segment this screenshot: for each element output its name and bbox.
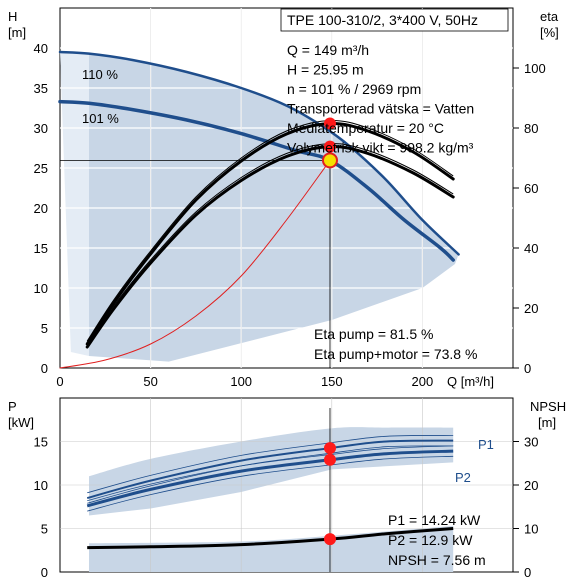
npsh-y-label-line2: [m]	[538, 415, 556, 430]
power-tick-label: 5	[41, 522, 48, 537]
chart-title: TPE 100-310/2, 3*400 V, 50Hz	[287, 12, 478, 28]
power-y-label-line2: [kW]	[8, 415, 34, 430]
x-tick-label: 150	[321, 374, 343, 389]
series-line-2	[85, 121, 455, 346]
x-tick-label: 200	[412, 374, 434, 389]
power-info-line: P1 = 14.24 kW	[388, 512, 481, 528]
power-tick-label: 15	[34, 435, 48, 450]
npsh-tick-label: 20	[524, 478, 538, 493]
power-tick-label: 0	[41, 565, 48, 580]
power-info-line: P2 = 12.9 kW	[388, 532, 473, 548]
head-tick-label: 40	[34, 41, 48, 56]
operating-info-line: H = 25.95 m	[287, 62, 364, 78]
head-tick-label: 25	[34, 161, 48, 176]
power-thin-line	[87, 435, 454, 494]
power-thin-line	[87, 445, 454, 504]
power-tick-label: 10	[34, 478, 48, 493]
duty-point-marker	[321, 152, 338, 169]
power-series-line-1	[86, 449, 454, 508]
power-marker-0	[323, 442, 336, 455]
npsh-y-label-line1: NPSH	[530, 399, 566, 414]
x-tick-label: 100	[230, 374, 252, 389]
efficiency-marker-1	[323, 117, 336, 130]
series-line-3	[85, 145, 455, 349]
power-marker-1	[323, 453, 336, 466]
operating-info-line: n = 101 % / 2969 rpm	[287, 81, 421, 97]
operating-info-line: Transporterad vätska = Vatten	[287, 101, 474, 117]
power-series-line-0	[86, 439, 454, 500]
power-npsh-chart: 0 5 10 15 0 10 20 30 P [kW] NPSH [m] P1 P2 P1 =…	[8, 397, 566, 580]
head-y-label-line2: [m]	[8, 25, 26, 40]
npsh-tick-label: 0	[524, 565, 531, 580]
eta-annotation: Eta pump = 81.5 %	[314, 326, 433, 342]
efficiency-marker-2	[323, 140, 336, 153]
eta-tick-label: 100	[524, 61, 546, 76]
x-tick-label: 50	[143, 374, 157, 389]
head-tick-label: 15	[34, 241, 48, 256]
operating-info-line: Q = 149 m³/h	[287, 42, 369, 58]
eta-annotation: Eta pump+motor = 73.8 %	[314, 346, 477, 362]
power-y-label-line1: P	[8, 399, 17, 414]
eta-tick-label: 20	[524, 301, 538, 316]
head-tick-label: 10	[34, 281, 48, 296]
eta-tick-label: 0	[524, 361, 531, 376]
series-line-4	[59, 159, 331, 369]
head-tick-label: 35	[34, 81, 48, 96]
head-tick-label: 20	[34, 201, 48, 216]
curve-label-p2: P2	[455, 470, 471, 485]
flow-x-label: Q [m³/h]	[447, 374, 494, 389]
curve-label-101: 101 %	[82, 111, 119, 126]
head-tick-label: 5	[41, 321, 48, 336]
power-thin-line	[87, 455, 454, 512]
series-line-0	[58, 50, 460, 256]
eta-y-label-line1: eta	[540, 9, 559, 24]
eta-tick-label: 60	[524, 181, 538, 196]
x-tick-label: 0	[56, 374, 63, 389]
title-box	[280, 8, 509, 32]
eta-y-label-line2: [%]	[540, 25, 559, 40]
power-thin-line	[87, 445, 454, 502]
operating-info-line: Volymetrisk vikt = 998.2 kg/m³	[287, 140, 474, 156]
series-line-2-offset	[86, 119, 454, 342]
power-marker-2	[323, 533, 336, 546]
head-y-label-line1: H	[8, 9, 17, 24]
npsh-tick-label: 30	[524, 435, 538, 450]
power-series-line-2	[87, 527, 454, 550]
power-info-line: NPSH = 7.56 m	[388, 552, 486, 568]
eta-tick-label: 40	[524, 241, 538, 256]
npsh-tick-label: 10	[524, 522, 538, 537]
curve-label-110: 110 %	[82, 67, 118, 82]
series-line-3-offset	[86, 143, 454, 345]
operating-info-line: Mediatemperatur = 20 °C	[287, 120, 444, 136]
head-efficiency-chart: 0 50 100 150 200 0 5 10 15 20 25 30 35 40 0 20 40 60 80 100…	[8, 7, 559, 389]
curve-label-p1: P1	[478, 437, 494, 452]
eta-tick-label: 80	[524, 121, 538, 136]
head-tick-label: 30	[34, 121, 48, 136]
head-tick-label: 0	[41, 361, 48, 376]
